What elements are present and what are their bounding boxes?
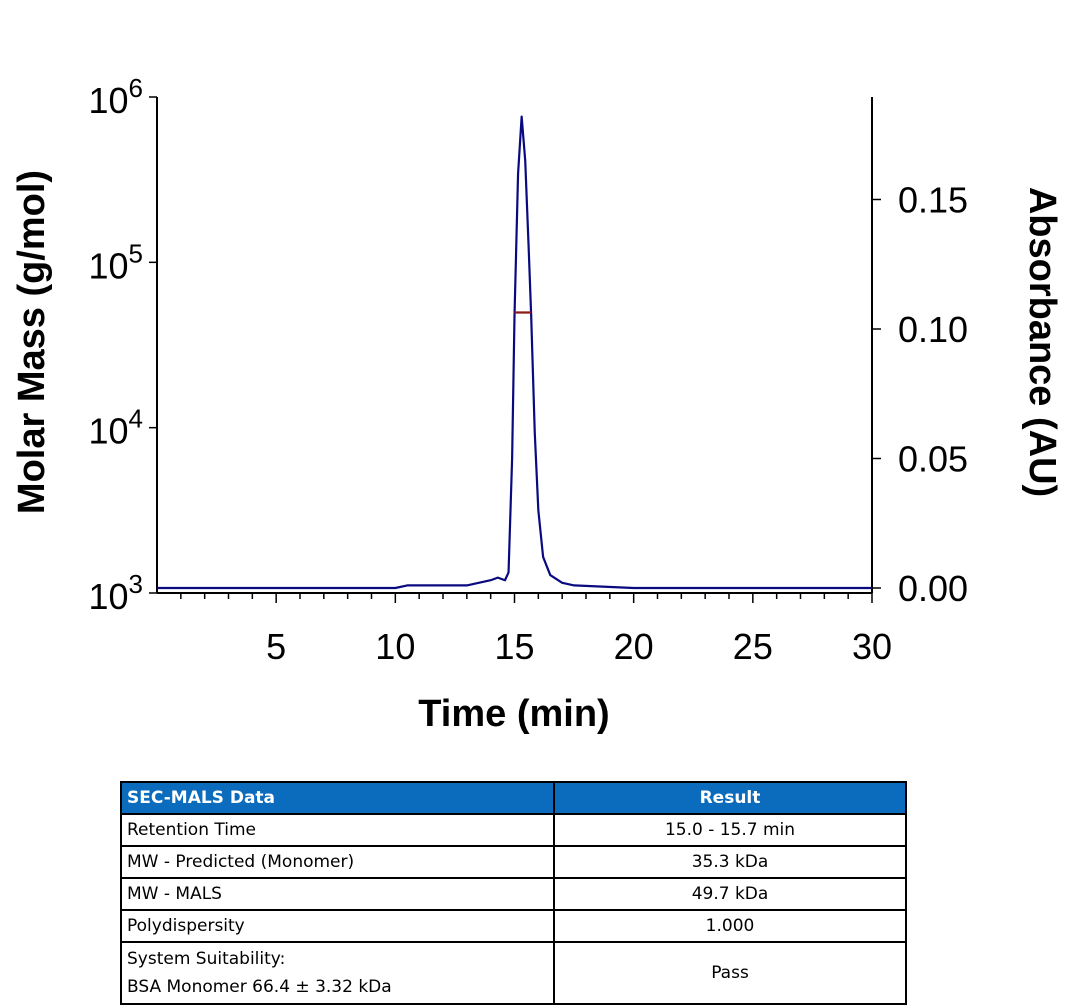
row-label: Polydispersity	[120, 909, 555, 943]
row-label: Retention Time	[120, 813, 555, 847]
absorbance-trace	[157, 115, 872, 590]
row-label: MW - Predicted (Monomer)	[120, 845, 555, 879]
table-row: MW - MALS 49.7 kDa	[120, 877, 907, 911]
y-left-axis-title: Molar Mass (g/mol)	[11, 170, 53, 514]
y-right-axis-title: Absorbance (AU)	[1021, 187, 1063, 497]
y-left-tick-label: 105	[88, 238, 143, 286]
x-tick-label: 30	[852, 626, 892, 667]
x-tick-label: 15	[494, 626, 534, 667]
row-label: MW - MALS	[120, 877, 555, 911]
sec-mals-chart: Time (min) Molar Mass (g/mol) Absorbance…	[11, 73, 1063, 735]
row-value: 35.3 kDa	[553, 845, 907, 879]
row-value: 49.7 kDa	[553, 877, 907, 911]
row-value: 15.0 - 15.7 min	[553, 813, 907, 847]
table-row: Retention Time 15.0 - 15.7 min	[120, 813, 907, 847]
sec-mals-table: SEC-MALS Data Result Retention Time 15.0 …	[120, 781, 907, 1005]
y-right-tick-label: 0.05	[898, 439, 968, 480]
x-tick-label: 25	[733, 626, 773, 667]
x-tick-label: 5	[266, 626, 286, 667]
y-left-tick-label: 106	[88, 73, 143, 121]
y-right-tick-label: 0.15	[898, 180, 968, 221]
table-row: System Suitability: BSA Monomer 66.4 ± 3.…	[120, 941, 907, 1005]
x-axis-title: Time (min)	[418, 693, 609, 735]
row-value: 1.000	[553, 909, 907, 943]
row-label-2: BSA Monomer 66.4 ± 3.32 kDa	[127, 977, 392, 997]
y-left-tick-label: 103	[88, 569, 143, 617]
row-label: System Suitability:	[127, 949, 286, 969]
table-row: Polydispersity 1.000	[120, 909, 907, 943]
y-right-tick-label: 0.10	[898, 309, 968, 350]
x-tick-label: 20	[614, 626, 654, 667]
header-label: SEC-MALS Data	[120, 781, 555, 815]
header-result: Result	[553, 781, 907, 815]
row-value: Pass	[553, 941, 907, 1005]
y-right-tick-label: 0.00	[898, 568, 968, 609]
y-left-tick-label: 104	[88, 404, 143, 452]
table-header: SEC-MALS Data Result	[120, 781, 907, 815]
table-row: MW - Predicted (Monomer) 35.3 kDa	[120, 845, 907, 879]
x-tick-label: 10	[375, 626, 415, 667]
